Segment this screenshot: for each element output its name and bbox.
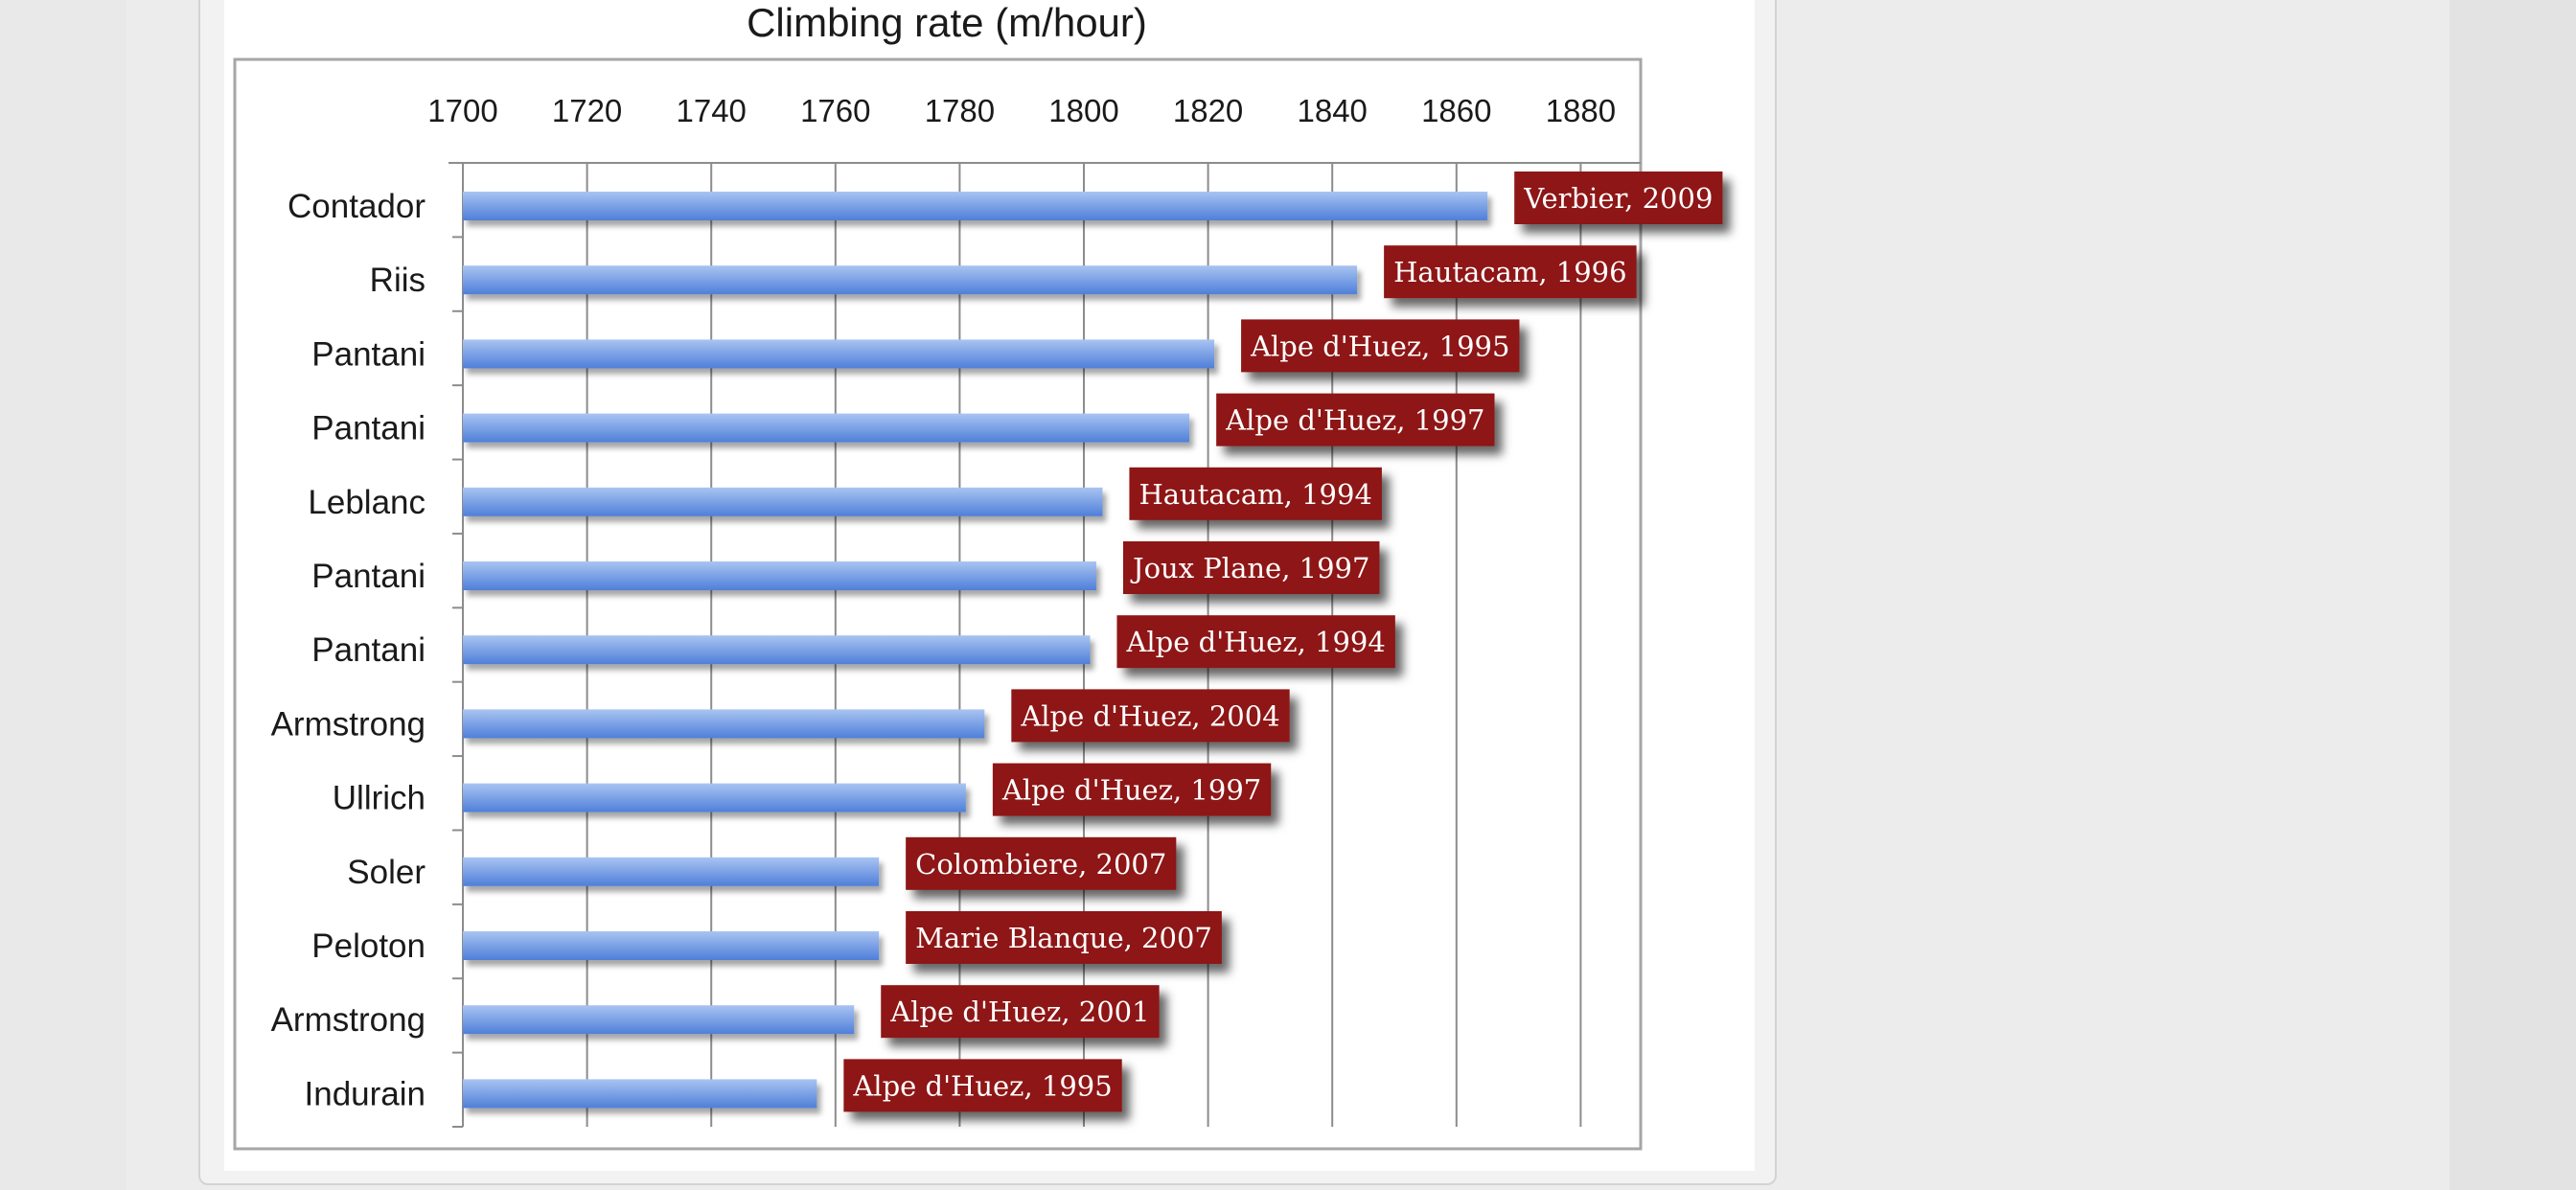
plot-border <box>233 57 1643 1151</box>
annotation-box <box>1011 689 1290 743</box>
bar-2 <box>463 265 1358 295</box>
bar-6 <box>463 561 1096 590</box>
category-label: Contador <box>288 188 426 225</box>
category-label: Pantani <box>311 558 426 595</box>
annotation-label: Alpe d'Huez, 1995 <box>1250 330 1509 362</box>
x-tick-label: 1760 <box>800 93 870 128</box>
annotation-box <box>1129 467 1382 520</box>
annotation-box <box>1116 615 1395 669</box>
annotation-13: Alpe d'Huez, 1995 <box>843 1059 1122 1112</box>
category-labels: Contador Riis Pantani Pantani Leblanc Pantani… <box>271 188 426 1112</box>
annotation-7: Alpe d'Huez, 1994 <box>1116 615 1395 669</box>
annotation-5: Hautacam, 1994 <box>1129 467 1382 520</box>
annotation-label: Verbier, 2009 <box>1523 182 1713 215</box>
annotation-box <box>843 1059 1122 1112</box>
annotation-box <box>906 836 1177 890</box>
category-label: Ullrich <box>333 780 426 817</box>
category-label: Armstrong <box>271 1001 426 1039</box>
bar-9 <box>463 783 966 812</box>
bar-3 <box>463 339 1215 369</box>
annotation-box <box>906 911 1222 964</box>
bar-4 <box>463 413 1190 443</box>
x-tick-label: 1700 <box>427 93 497 128</box>
annotation-12: Alpe d'Huez, 2001 <box>881 985 1160 1039</box>
annotation-3: Alpe d'Huez, 1995 <box>1241 319 1520 373</box>
x-tick-label: 1800 <box>1048 93 1118 128</box>
annotation-box <box>992 763 1272 816</box>
annotation-label: Alpe d'Huez, 2004 <box>1020 699 1279 732</box>
annotation-label: Hautacam, 1996 <box>1393 256 1626 288</box>
category-label: Pantani <box>311 410 426 447</box>
category-label: Soler <box>347 854 426 891</box>
bar-5 <box>463 487 1103 516</box>
annotation-label: Hautacam, 1994 <box>1138 478 1371 511</box>
chart-title: Climbing rate (m/hour) <box>747 0 1147 45</box>
bar-11 <box>463 931 880 960</box>
x-tick-label: 1880 <box>1546 93 1616 128</box>
annotation-8: Alpe d'Huez, 2004 <box>1011 689 1290 743</box>
annotation-2: Hautacam, 1996 <box>1384 245 1637 299</box>
annotation-10: Colombiere, 2007 <box>906 836 1177 890</box>
bar-8 <box>463 709 985 739</box>
right-background <box>2450 0 2576 1190</box>
annotation-4: Alpe d'Huez, 1997 <box>1216 393 1495 446</box>
bar-12 <box>463 1005 855 1035</box>
bar-10 <box>463 857 880 886</box>
category-label: Peloton <box>311 927 426 965</box>
category-label: Riis <box>370 262 426 299</box>
x-tick-label: 1860 <box>1421 93 1491 128</box>
annotation-label: Alpe d'Huez, 1997 <box>1001 774 1261 807</box>
category-label: Indurain <box>305 1075 426 1112</box>
annotation-6: Joux Plane, 1997 <box>1122 541 1380 594</box>
annotation-box <box>1122 541 1380 594</box>
annotation-9: Alpe d'Huez, 1997 <box>992 763 1272 816</box>
annotation-label: Alpe d'Huez, 1995 <box>852 1069 1112 1102</box>
annotation-1: Verbier, 2009 <box>1514 172 1723 224</box>
x-tick-label: 1780 <box>925 93 995 128</box>
annotation-box <box>1241 319 1520 373</box>
x-tick-label: 1840 <box>1297 93 1367 128</box>
category-label: Armstrong <box>271 705 426 743</box>
x-tick-label: 1720 <box>552 93 622 128</box>
annotation-label: Alpe d'Huez, 1997 <box>1225 404 1484 437</box>
left-background <box>0 0 126 1190</box>
annotations: Verbier, 2009 Hautacam, 1996 Alpe d'Huez, … <box>843 172 1723 1112</box>
bar-1 <box>463 192 1488 220</box>
annotation-label: Marie Blanque, 2007 <box>915 922 1212 954</box>
bar-13 <box>463 1079 817 1109</box>
category-label: Pantani <box>311 631 426 669</box>
annotation-label: Colombiere, 2007 <box>915 848 1166 881</box>
bars <box>463 192 1488 1109</box>
annotation-box <box>1514 172 1723 224</box>
category-label: Leblanc <box>308 484 426 521</box>
annotation-label: Alpe d'Huez, 1994 <box>1125 626 1385 658</box>
x-tick-label: 1740 <box>676 93 746 128</box>
annotation-box <box>1216 393 1495 446</box>
x-axis-ticks: 1700 1720 1740 1760 1780 1800 1820 1840 1860 1880 <box>427 93 1616 128</box>
annotation-11: Marie Blanque, 2007 <box>906 911 1222 964</box>
category-label: Pantani <box>311 335 426 373</box>
annotation-box <box>881 985 1160 1039</box>
annotation-label: Joux Plane, 1997 <box>1130 552 1370 584</box>
x-tick-label: 1820 <box>1173 93 1243 128</box>
annotation-label: Alpe d'Huez, 2001 <box>889 995 1149 1028</box>
bar-7 <box>463 635 1091 665</box>
annotation-box <box>1384 245 1637 299</box>
